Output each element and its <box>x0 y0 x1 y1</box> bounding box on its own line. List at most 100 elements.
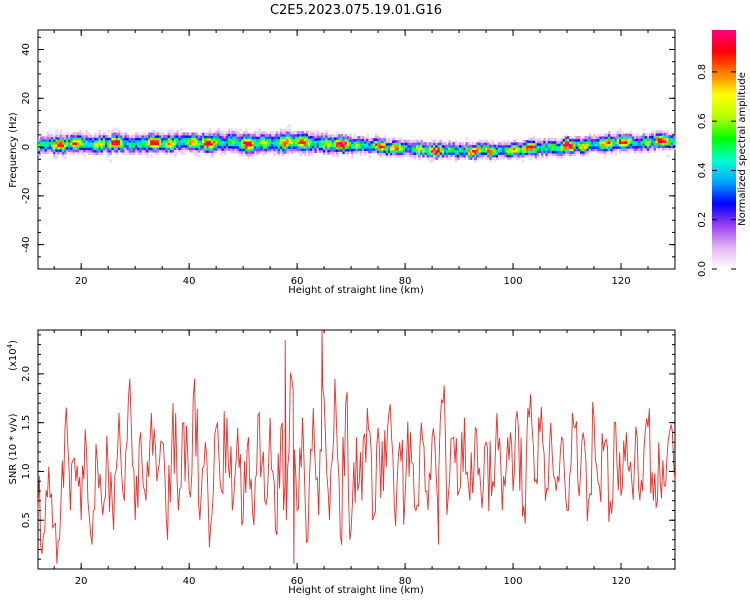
spectrogram-cell <box>122 151 125 155</box>
spectrogram-cell <box>303 145 307 149</box>
spectrogram-cell <box>484 156 488 160</box>
spectrogram-cell <box>662 142 665 146</box>
spectrogram-cell <box>87 151 91 155</box>
spectrogram-cell <box>573 143 577 147</box>
snr-y-tick-label: 1.5 <box>21 415 32 431</box>
spectrogram-cell <box>83 142 87 146</box>
spectrogram-cell <box>264 145 268 149</box>
spectrogram-cell <box>76 149 80 153</box>
spectrogram-cell <box>279 143 283 147</box>
spectrogram-cell <box>569 150 572 154</box>
spectrogram-cell <box>569 140 572 144</box>
spectrogram-cell <box>368 147 372 151</box>
spectrogram-cell <box>329 134 333 138</box>
spectrogram-cell <box>253 143 257 147</box>
spectrogram-cell <box>610 150 613 154</box>
spectrogram-cell <box>124 147 128 151</box>
spectrogram-cell <box>618 145 622 149</box>
spectrogram-cell <box>230 147 233 152</box>
spectrogram-cell <box>618 131 622 135</box>
spectrogram-cell <box>521 149 525 153</box>
spectrogram-cell <box>299 135 303 140</box>
spectrogram-cell <box>191 147 195 151</box>
spectrogram-cell <box>197 137 201 141</box>
spectrogram-cell <box>61 151 65 155</box>
spectrogram-cell <box>584 140 588 144</box>
spectrogram-cell <box>595 148 598 152</box>
spectrogram-cell <box>461 142 464 146</box>
snr-line <box>37 329 676 565</box>
spectrogram-cell <box>245 133 249 137</box>
spectrogram-cell <box>344 141 348 145</box>
spectrogram-cell <box>38 148 41 152</box>
spectrogram-cell <box>61 144 65 148</box>
spectrogram-cell <box>590 138 594 142</box>
spectrogram-cell <box>107 147 110 151</box>
spectrogram-cell <box>605 143 609 147</box>
spectrogram-cell <box>120 142 123 146</box>
spectrogram-cell <box>577 145 581 149</box>
spectrogram-cell <box>651 147 655 151</box>
spectrogram-cell <box>89 139 93 143</box>
spectrogram-cell <box>223 150 227 154</box>
spectrogram-cell <box>541 147 544 151</box>
spectrogram-cell <box>588 138 592 142</box>
spectrogram-cell <box>670 142 674 146</box>
spectrogram-cell <box>431 142 434 146</box>
spectrogram-cell <box>569 145 572 149</box>
spectrogram-cell <box>431 144 434 148</box>
spectrogram-cell <box>623 145 626 149</box>
spectrogram-cell <box>424 149 428 153</box>
spectrogram-cell <box>55 146 59 150</box>
spectrogram-cell <box>68 144 71 148</box>
spectrogram-cell <box>68 136 71 140</box>
snr-x-axis-label: Height of straight line (km) <box>288 585 424 596</box>
spectrogram-cell <box>61 141 65 145</box>
spectrogram-cell <box>258 131 262 135</box>
spectrogram-cell <box>50 151 54 155</box>
spectrogram-cell <box>372 138 376 142</box>
spectrogram-cell <box>599 133 603 137</box>
spectrogram-cell <box>374 145 378 149</box>
spectrogram-cell <box>519 144 523 148</box>
spectrogram-cell <box>240 138 244 142</box>
spectrogram-cell <box>422 149 426 153</box>
spectrogram-cell <box>394 139 398 144</box>
spectrogram-cell <box>174 137 177 141</box>
spectrogram-cell <box>197 139 201 143</box>
spectrogram-cell <box>154 134 158 138</box>
spectrogram-cell <box>288 140 292 144</box>
spectrogram-cell <box>288 143 292 147</box>
spectrogram-cell <box>59 144 63 148</box>
spectrogram-cell <box>96 139 100 143</box>
spectrogram-cell <box>545 142 549 146</box>
spectrogram-cell <box>234 138 238 142</box>
spectrogram-cell <box>55 131 59 135</box>
spectrogram-cell <box>480 139 484 143</box>
spectrogram-cell <box>508 144 512 148</box>
spectrogram-cell <box>107 139 110 143</box>
spectrogram-cell <box>351 153 354 157</box>
spectrogram-cell <box>348 136 352 140</box>
spectrogram-cell <box>135 137 138 141</box>
spectrogram-cell <box>266 136 270 140</box>
spectrogram-cell <box>584 148 588 152</box>
spectrogram-cell <box>364 152 367 156</box>
spectrogram-cell <box>664 144 667 148</box>
spectrogram-cell <box>269 145 272 149</box>
spectrogram-cell <box>361 143 365 147</box>
spectrogram-cell <box>346 141 350 145</box>
spectrogram-cell <box>428 142 432 146</box>
spectrogram-cell <box>81 132 84 136</box>
spectrogram-cell <box>653 135 657 139</box>
spectrogram-cell <box>130 134 134 138</box>
spectrogram-cell <box>232 135 236 139</box>
spectrogram-cell <box>331 141 335 145</box>
spectrogram-cell <box>625 133 629 137</box>
spectrogram-cell <box>344 143 348 147</box>
spectrogram-cell <box>653 147 657 151</box>
spectrogram-cell <box>111 144 115 148</box>
spectrogram-cell <box>612 138 616 142</box>
spectrogram-cell <box>331 144 335 148</box>
spectrogram-cell <box>230 130 233 134</box>
